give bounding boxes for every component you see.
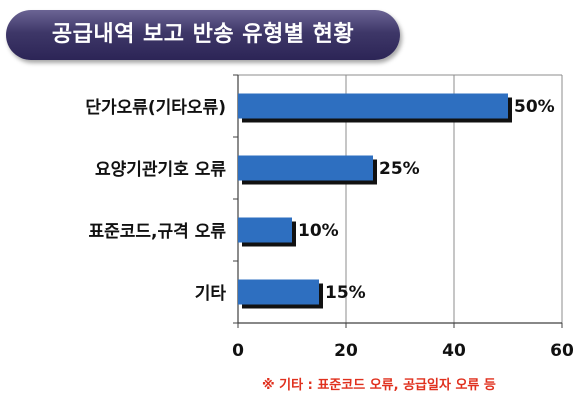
x-tick-label: 40 bbox=[442, 341, 466, 361]
x-tick-label: 20 bbox=[334, 341, 358, 361]
bar bbox=[238, 217, 292, 243]
footnote: ※ 기타 : 표준코드 오류, 공급일자 오류 등 bbox=[262, 378, 496, 393]
title-banner: 공급내역 보고 반송 유형별 현황 bbox=[6, 10, 400, 60]
category-label: 요양기관기호 오류 bbox=[95, 160, 226, 180]
bar bbox=[238, 279, 319, 305]
x-tick-label: 0 bbox=[232, 341, 244, 361]
bar bbox=[238, 93, 508, 119]
data-label: 25% bbox=[379, 159, 420, 179]
category-label: 표준코드,규격 오류 bbox=[89, 222, 227, 242]
x-tick-label: 60 bbox=[550, 341, 574, 361]
data-label: 15% bbox=[325, 283, 366, 303]
data-label: 10% bbox=[298, 221, 339, 241]
bar bbox=[238, 155, 373, 181]
chart-title: 공급내역 보고 반송 유형별 현황 bbox=[51, 22, 355, 47]
data-label: 50% bbox=[514, 97, 555, 117]
category-label: 기타 bbox=[195, 284, 227, 304]
category-label: 단가오류(기타오류) bbox=[85, 98, 226, 118]
